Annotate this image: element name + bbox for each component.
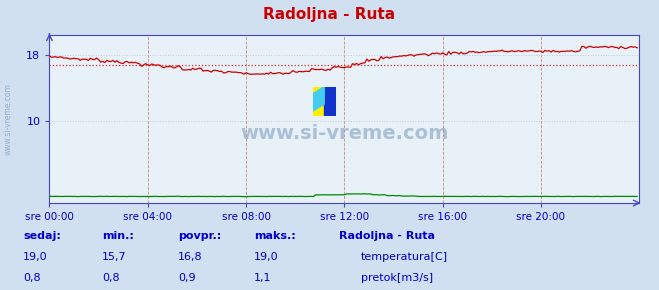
Text: Radoljna - Ruta: Radoljna - Ruta [339, 231, 436, 240]
Text: 19,0: 19,0 [254, 252, 278, 262]
Text: 15,7: 15,7 [102, 252, 127, 262]
Text: Radoljna - Ruta: Radoljna - Ruta [264, 7, 395, 22]
Bar [324, 87, 336, 116]
Text: www.si-vreme.com: www.si-vreme.com [240, 124, 449, 143]
Polygon shape [313, 87, 324, 111]
Text: 0,8: 0,8 [23, 273, 41, 282]
Text: 0,9: 0,9 [178, 273, 196, 282]
Bar [313, 87, 324, 116]
Text: www.si-vreme.com: www.si-vreme.com [3, 83, 13, 155]
Text: temperatura[C]: temperatura[C] [361, 252, 448, 262]
Text: 16,8: 16,8 [178, 252, 202, 262]
Text: 1,1: 1,1 [254, 273, 272, 282]
Text: min.:: min.: [102, 231, 134, 240]
Text: 0,8: 0,8 [102, 273, 120, 282]
Text: pretok[m3/s]: pretok[m3/s] [361, 273, 433, 282]
Text: 19,0: 19,0 [23, 252, 47, 262]
Text: povpr.:: povpr.: [178, 231, 221, 240]
Text: sedaj:: sedaj: [23, 231, 61, 240]
Text: maks.:: maks.: [254, 231, 295, 240]
